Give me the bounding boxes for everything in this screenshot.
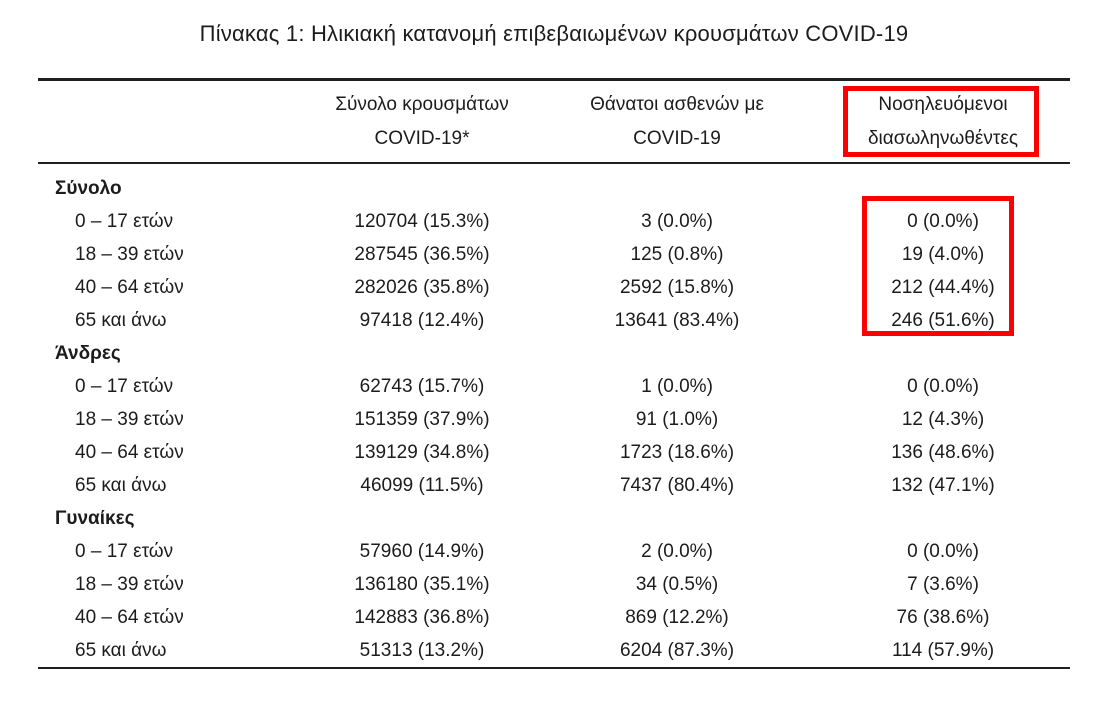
deaths-cell: 3 (0.0%) <box>641 210 713 232</box>
intubated-cell: 132 (47.1%) <box>891 474 995 496</box>
cases-cell: 139129 (34.8%) <box>354 441 490 463</box>
table-body: Σύνολο 0 – 17 ετών 120704 (15.3%) 3 (0.0%) 0… <box>38 163 1070 668</box>
cases-cell: 282026 (35.8%) <box>354 276 490 298</box>
cases-cell: 51313 (13.2%) <box>359 639 485 661</box>
deaths-cell: 7437 (80.4%) <box>619 474 735 496</box>
header-row: Σύνολο κρουσμάτων COVID-19* Θάνατοι ασθε… <box>38 79 1070 164</box>
section-row: Γυναίκες <box>38 502 1070 535</box>
table-row: 0 – 17 ετών 120704 (15.3%) 3 (0.0%) 0 (0.0%… <box>38 205 1070 238</box>
intubated-cell: 114 (57.9%) <box>891 639 995 661</box>
cases-cell: 151359 (37.9%) <box>354 408 490 430</box>
table-row: 18 – 39 ετών 287545 (36.5%) 125 (0.8%) 19 (… <box>38 238 1070 271</box>
intubated-cell: 7 (3.6%) <box>907 573 979 595</box>
header-intubated-line1: Νοσηλευόμενοι <box>878 94 1008 115</box>
cases-cell: 62743 (15.7%) <box>359 375 485 397</box>
section-label: Γυναίκες <box>55 507 135 529</box>
header-intubated-line2: διασωληνωθέντες <box>867 128 1019 149</box>
header-total-cases-line1: Σύνολο κρουσμάτων <box>335 94 509 115</box>
deaths-cell: 869 (12.2%) <box>625 606 729 628</box>
cases-cell: 136180 (35.1%) <box>354 573 490 595</box>
age-cell: 40 – 64 ετών <box>75 606 184 628</box>
intubated-cell: 212 (44.4%) <box>891 276 995 298</box>
header-deaths: Θάνατοι ασθενών με COVID-19 <box>538 79 816 164</box>
cases-cell: 46099 (11.5%) <box>360 474 484 496</box>
age-cell: 0 – 17 ετών <box>75 375 174 397</box>
deaths-cell: 6204 (87.3%) <box>619 639 735 661</box>
section-label: Άνδρες <box>55 342 121 364</box>
deaths-cell: 125 (0.8%) <box>630 243 724 265</box>
header-total-cases: Σύνολο κρουσμάτων COVID-19* <box>306 79 538 164</box>
deaths-cell: 91 (1.0%) <box>635 408 719 430</box>
table-row: 0 – 17 ετών 57960 (14.9%) 2 (0.0%) 0 (0.0%) <box>38 535 1070 568</box>
intubated-cell: 0 (0.0%) <box>907 375 979 397</box>
header-deaths-line1: Θάνατοι ασθενών με <box>590 94 764 115</box>
age-cell: 65 και άνω <box>75 474 167 496</box>
table-header: Σύνολο κρουσμάτων COVID-19* Θάνατοι ασθε… <box>38 79 1070 164</box>
age-cell: 65 και άνω <box>75 639 167 661</box>
deaths-cell: 1 (0.0%) <box>641 375 713 397</box>
header-empty-cell <box>38 79 306 164</box>
header-intubated: Νοσηλευόμενοι διασωληνωθέντες <box>816 79 1070 164</box>
cases-cell: 57960 (14.9%) <box>359 540 485 562</box>
header-deaths-line2: COVID-19 <box>633 128 721 149</box>
table-row: 18 – 39 ετών 151359 (37.9%) 91 (1.0%) 12 (4… <box>38 403 1070 436</box>
age-cell: 0 – 17 ετών <box>75 210 174 232</box>
intubated-cell: 0 (0.0%) <box>907 210 979 232</box>
intubated-cell: 12 (4.3%) <box>901 408 985 430</box>
age-cell: 18 – 39 ετών <box>75 408 184 430</box>
deaths-cell: 2 (0.0%) <box>641 540 713 562</box>
age-cell: 65 και άνω <box>75 309 167 331</box>
age-cell: 40 – 64 ετών <box>75 441 184 463</box>
table-row: 65 και άνω 51313 (13.2%) 6204 (87.3%) 114 (… <box>38 634 1070 668</box>
cases-cell: 142883 (36.8%) <box>354 606 490 628</box>
intubated-cell: 246 (51.6%) <box>891 309 995 331</box>
table-row: 65 και άνω 97418 (12.4%) 13641 (83.4%) 246 … <box>38 304 1070 337</box>
table-row: 40 – 64 ετών 139129 (34.8%) 1723 (18.6%) 13… <box>38 436 1070 469</box>
cases-cell: 120704 (15.3%) <box>354 210 490 232</box>
section-row: Άνδρες <box>38 337 1070 370</box>
intubated-cell: 76 (38.6%) <box>896 606 990 628</box>
age-cell: 40 – 64 ετών <box>75 276 184 298</box>
covid-age-distribution-table: Σύνολο κρουσμάτων COVID-19* Θάνατοι ασθε… <box>38 78 1070 669</box>
intubated-cell: 0 (0.0%) <box>907 540 979 562</box>
table-row: 40 – 64 ετών 142883 (36.8%) 869 (12.2%) 76 … <box>38 601 1070 634</box>
table-row: 65 και άνω 46099 (11.5%) 7437 (80.4%) 132 (… <box>38 469 1070 502</box>
intubated-cell: 136 (48.6%) <box>891 441 995 463</box>
deaths-cell: 13641 (83.4%) <box>614 309 740 331</box>
deaths-cell: 34 (0.5%) <box>635 573 719 595</box>
age-cell: 18 – 39 ετών <box>75 243 184 265</box>
age-cell: 18 – 39 ετών <box>75 573 184 595</box>
age-cell: 0 – 17 ετών <box>75 540 174 562</box>
section-label: Σύνολο <box>55 177 122 199</box>
section-row: Σύνολο <box>38 163 1070 205</box>
cases-cell: 287545 (36.5%) <box>354 243 490 265</box>
deaths-cell: 2592 (15.8%) <box>619 276 735 298</box>
table-row: 18 – 39 ετών 136180 (35.1%) 34 (0.5%) 7 (3.… <box>38 568 1070 601</box>
cases-cell: 97418 (12.4%) <box>359 309 485 331</box>
intubated-cell: 19 (4.0%) <box>901 243 985 265</box>
table-row: 40 – 64 ετών 282026 (35.8%) 2592 (15.8%) 21… <box>38 271 1070 304</box>
deaths-cell: 1723 (18.6%) <box>619 441 735 463</box>
table-row: 0 – 17 ετών 62743 (15.7%) 1 (0.0%) 0 (0.0%) <box>38 370 1070 403</box>
table-title: Πίνακας 1: Ηλικιακή κατανομή επιβεβαιωμέ… <box>199 21 909 46</box>
header-total-cases-line2: COVID-19* <box>374 128 470 149</box>
